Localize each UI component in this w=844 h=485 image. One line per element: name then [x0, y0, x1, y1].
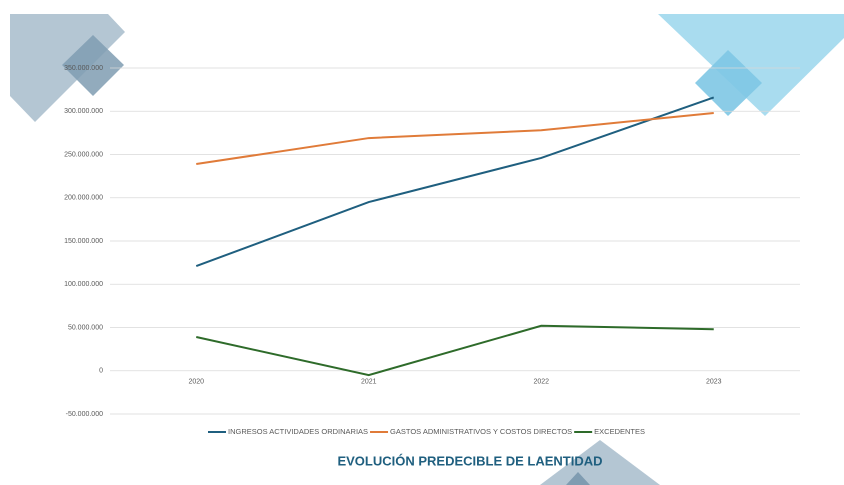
legend-label: GASTOS ADMINISTRATIVOS Y COSTOS DIRECTOS: [390, 427, 572, 436]
x-tick-label: 2020: [188, 379, 204, 386]
y-tick-label: 250.000.000: [64, 151, 103, 158]
chart-title: EVOLUCIÓN PREDECIBLE DE LAENTIDAD: [337, 453, 602, 468]
series-line: [196, 326, 714, 375]
x-tick-label: 2021: [361, 379, 377, 386]
y-tick-label: 350.000.000: [64, 65, 103, 72]
y-tick-label: 200.000.000: [64, 195, 103, 202]
y-tick-label: 300.000.000: [64, 108, 103, 115]
y-tick-label: 50.000.000: [68, 324, 103, 331]
y-tick-label: -50.000.000: [66, 411, 103, 418]
x-tick-label: 2023: [706, 379, 722, 386]
legend-label: EXCEDENTES: [594, 427, 645, 436]
legend-label: INGRESOS ACTIVIDADES ORDINARIAS: [228, 427, 368, 436]
y-tick-label: 100.000.000: [64, 281, 103, 288]
y-tick-label: 150.000.000: [64, 238, 103, 245]
x-tick-label: 2022: [533, 379, 549, 386]
chart: -50.000.000 0 50.000.000 100.000.000 150.000…: [0, 0, 844, 485]
y-tick-label: 0: [99, 368, 103, 375]
series-line: [196, 113, 714, 164]
